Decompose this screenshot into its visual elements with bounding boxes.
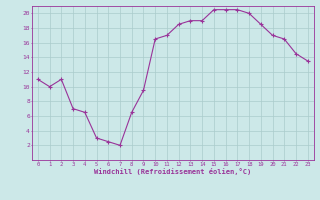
X-axis label: Windchill (Refroidissement éolien,°C): Windchill (Refroidissement éolien,°C) [94, 168, 252, 175]
